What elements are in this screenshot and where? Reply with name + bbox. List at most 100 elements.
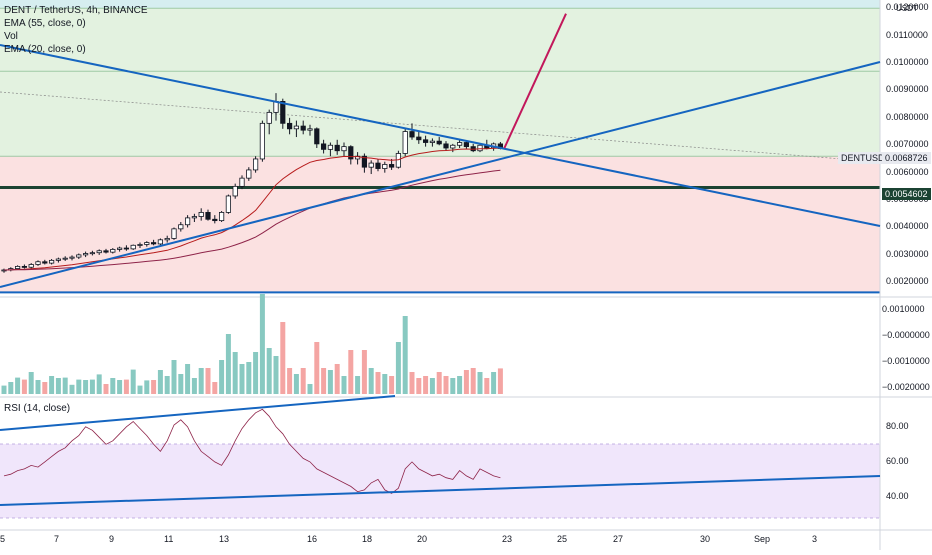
ticker-price: 0.0068726 xyxy=(885,153,928,163)
candle-body xyxy=(14,265,21,269)
volume-bar xyxy=(402,316,408,394)
candle-body xyxy=(89,252,95,255)
volume-bar xyxy=(334,364,340,394)
date-tick-label: 30 xyxy=(700,534,711,544)
candle-body xyxy=(463,142,470,148)
volume-bar xyxy=(429,378,435,394)
candle-body xyxy=(300,125,306,131)
volume-legend: Vol xyxy=(4,31,18,42)
volume-bar xyxy=(144,380,150,394)
price-tick-label: 0.0090000 xyxy=(886,84,929,95)
ema55-legend: EMA (55, close, 0) xyxy=(4,18,86,29)
volume-bar xyxy=(327,370,333,394)
volume-bar xyxy=(96,374,102,394)
candle-body xyxy=(150,242,157,245)
candle-body xyxy=(83,253,89,256)
date-tick-label: 16 xyxy=(307,534,318,544)
volume-bar xyxy=(151,380,157,394)
candle-body xyxy=(49,259,55,264)
candle-body xyxy=(103,250,109,253)
volume-bar xyxy=(293,374,299,394)
volume-bar xyxy=(491,372,497,394)
volume-bar xyxy=(1,385,7,394)
volume-bar xyxy=(497,368,503,394)
volume-bar xyxy=(239,364,245,394)
volume-bar xyxy=(164,376,170,394)
volume-bar xyxy=(484,378,490,394)
candle-body xyxy=(334,144,340,152)
candle-body xyxy=(184,217,191,226)
rsi-tick-label: 80.00 xyxy=(886,420,909,431)
ticker-symbol: DENTUSDT xyxy=(841,153,890,163)
candle-body xyxy=(409,131,415,138)
candle-body xyxy=(443,143,449,149)
volume-tick-label: 0.0010000 xyxy=(882,304,925,314)
volume-bar xyxy=(110,378,116,394)
volume-bar xyxy=(55,378,61,394)
candle-body xyxy=(320,143,327,150)
volume-bar xyxy=(477,372,483,394)
candle-body xyxy=(110,249,116,253)
volume-bar xyxy=(253,352,259,394)
volume-bar xyxy=(117,380,123,394)
volume-bar xyxy=(436,372,442,394)
date-tick-label: 20 xyxy=(417,534,428,544)
candle-body xyxy=(137,244,143,246)
candle-body xyxy=(388,164,395,168)
volume-bar xyxy=(423,376,429,394)
volume-bar xyxy=(219,360,225,394)
rsi-upper-trendline xyxy=(0,395,396,431)
volume-bar xyxy=(225,334,231,394)
volume-tick-label: −0.0010000 xyxy=(882,356,930,366)
ascending-trendline xyxy=(0,61,881,288)
candle-body xyxy=(21,265,28,268)
date-tick-label: Sep xyxy=(754,534,771,544)
volume-bar xyxy=(130,369,136,394)
candle-body xyxy=(402,131,408,154)
currency-label: USDT xyxy=(896,4,918,13)
volume-bar xyxy=(300,368,306,394)
price-tick-label: 0.0070000 xyxy=(886,139,929,150)
volume-bar xyxy=(191,378,197,394)
level-price-tag: 0.0054602 xyxy=(882,188,931,200)
volume-bar xyxy=(62,377,68,394)
volume-bar xyxy=(368,368,374,394)
candle-body xyxy=(361,155,368,168)
candle-body xyxy=(252,158,259,171)
candle-body xyxy=(28,264,34,268)
date-tick-label: 23 xyxy=(502,534,513,544)
green-zone xyxy=(0,8,880,157)
volume-bar xyxy=(103,384,109,394)
candle-body xyxy=(164,238,170,241)
price-tick-label: 0.0060000 xyxy=(886,166,929,177)
candle-body xyxy=(218,212,225,222)
candle-body xyxy=(239,177,245,187)
price-tick-label: 0.0020000 xyxy=(886,276,929,287)
volume-bar xyxy=(375,372,381,394)
volume-bar xyxy=(463,370,469,394)
volume-bar xyxy=(287,368,293,394)
candle-body xyxy=(280,101,286,124)
volume-bar xyxy=(49,376,55,394)
volume-bar xyxy=(171,360,177,394)
volume-bar xyxy=(178,374,184,394)
volume-bar xyxy=(76,379,82,394)
candle-body xyxy=(171,228,177,239)
volume-bar xyxy=(42,382,48,394)
candle-body xyxy=(198,212,204,217)
rsi-tick-label: 60.00 xyxy=(886,455,909,466)
price-tick-label: 0.0040000 xyxy=(886,221,929,232)
volume-bar xyxy=(185,364,191,394)
candle-body xyxy=(117,247,123,250)
candle-body xyxy=(341,146,347,152)
volume-bar xyxy=(21,379,27,394)
volume-bar xyxy=(15,377,21,394)
candle-body xyxy=(436,140,442,145)
candle-body xyxy=(422,139,429,143)
volume-tick-label: −0.0020000 xyxy=(882,382,930,392)
date-tick-label: 3 xyxy=(812,534,818,544)
price-tick-label: 0.0120000 xyxy=(886,2,929,13)
candle-body xyxy=(225,195,231,213)
